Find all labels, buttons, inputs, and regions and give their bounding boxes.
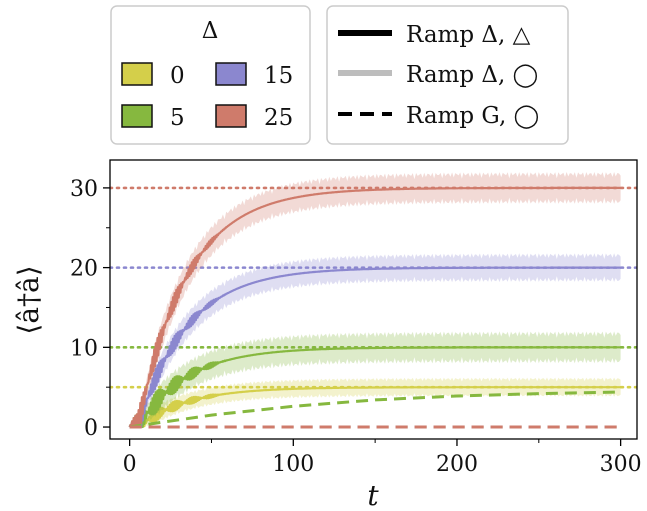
x-axis: 0 100 200 300 bbox=[123, 439, 642, 477]
legend-styles-frame bbox=[326, 5, 569, 145]
plot-frame bbox=[109, 159, 638, 440]
plot-area bbox=[110, 172, 637, 429]
legend-delta-swatch-5 bbox=[121, 104, 153, 128]
y-tick-label-20: 20 bbox=[70, 257, 98, 282]
legend-delta-swatch-15 bbox=[215, 62, 247, 86]
band-delta-0 bbox=[129, 377, 621, 427]
legend-styles: Ramp Δ, △ Ramp Δ, ◯ Ramp G, ◯ bbox=[326, 5, 569, 145]
y-axis: 0 10 20 30 bbox=[70, 177, 110, 441]
legend-delta-label-0: 0 bbox=[170, 63, 185, 89]
band-delta-15 bbox=[129, 253, 621, 427]
legend-delta-swatch-0 bbox=[121, 62, 153, 86]
legend-style-2-label: Ramp Δ, ◯ bbox=[406, 62, 538, 88]
x-tick-label-200: 200 bbox=[436, 452, 478, 477]
legend-delta-label-5: 5 bbox=[170, 105, 185, 131]
x-tick-label-0: 0 bbox=[123, 452, 137, 477]
legend-delta-swatch-25 bbox=[215, 104, 247, 128]
legend-style-3-label: Ramp G, ◯ bbox=[406, 103, 539, 129]
x-axis-label: t bbox=[367, 479, 379, 511]
legend-style-1-label: Ramp Δ, △ bbox=[406, 22, 531, 48]
band-delta-25 bbox=[129, 172, 621, 427]
plot-content bbox=[110, 172, 637, 429]
series-line-delta-15 bbox=[128, 266, 621, 429]
y-tick-label-0: 0 bbox=[84, 416, 98, 441]
y-axis-label: ⟨â†â⟩ bbox=[12, 265, 45, 334]
legend-delta-label-25: 25 bbox=[264, 105, 293, 131]
series-line-delta-0 bbox=[128, 386, 621, 429]
y-tick-label-10: 10 bbox=[70, 336, 98, 361]
legend-delta: Δ 0 15 5 25 bbox=[110, 5, 311, 145]
series-line-delta-5 bbox=[128, 346, 621, 429]
x-tick-label-100: 100 bbox=[272, 452, 314, 477]
y-tick-label-30: 30 bbox=[70, 177, 98, 202]
legend-delta-frame bbox=[110, 5, 311, 145]
legend-delta-title: Δ bbox=[202, 18, 219, 44]
x-tick-label-300: 300 bbox=[600, 452, 642, 477]
dashed-series-delta-5 bbox=[129, 390, 621, 429]
legend-delta-label-15: 15 bbox=[264, 63, 293, 89]
series-line-delta-25 bbox=[128, 186, 621, 429]
